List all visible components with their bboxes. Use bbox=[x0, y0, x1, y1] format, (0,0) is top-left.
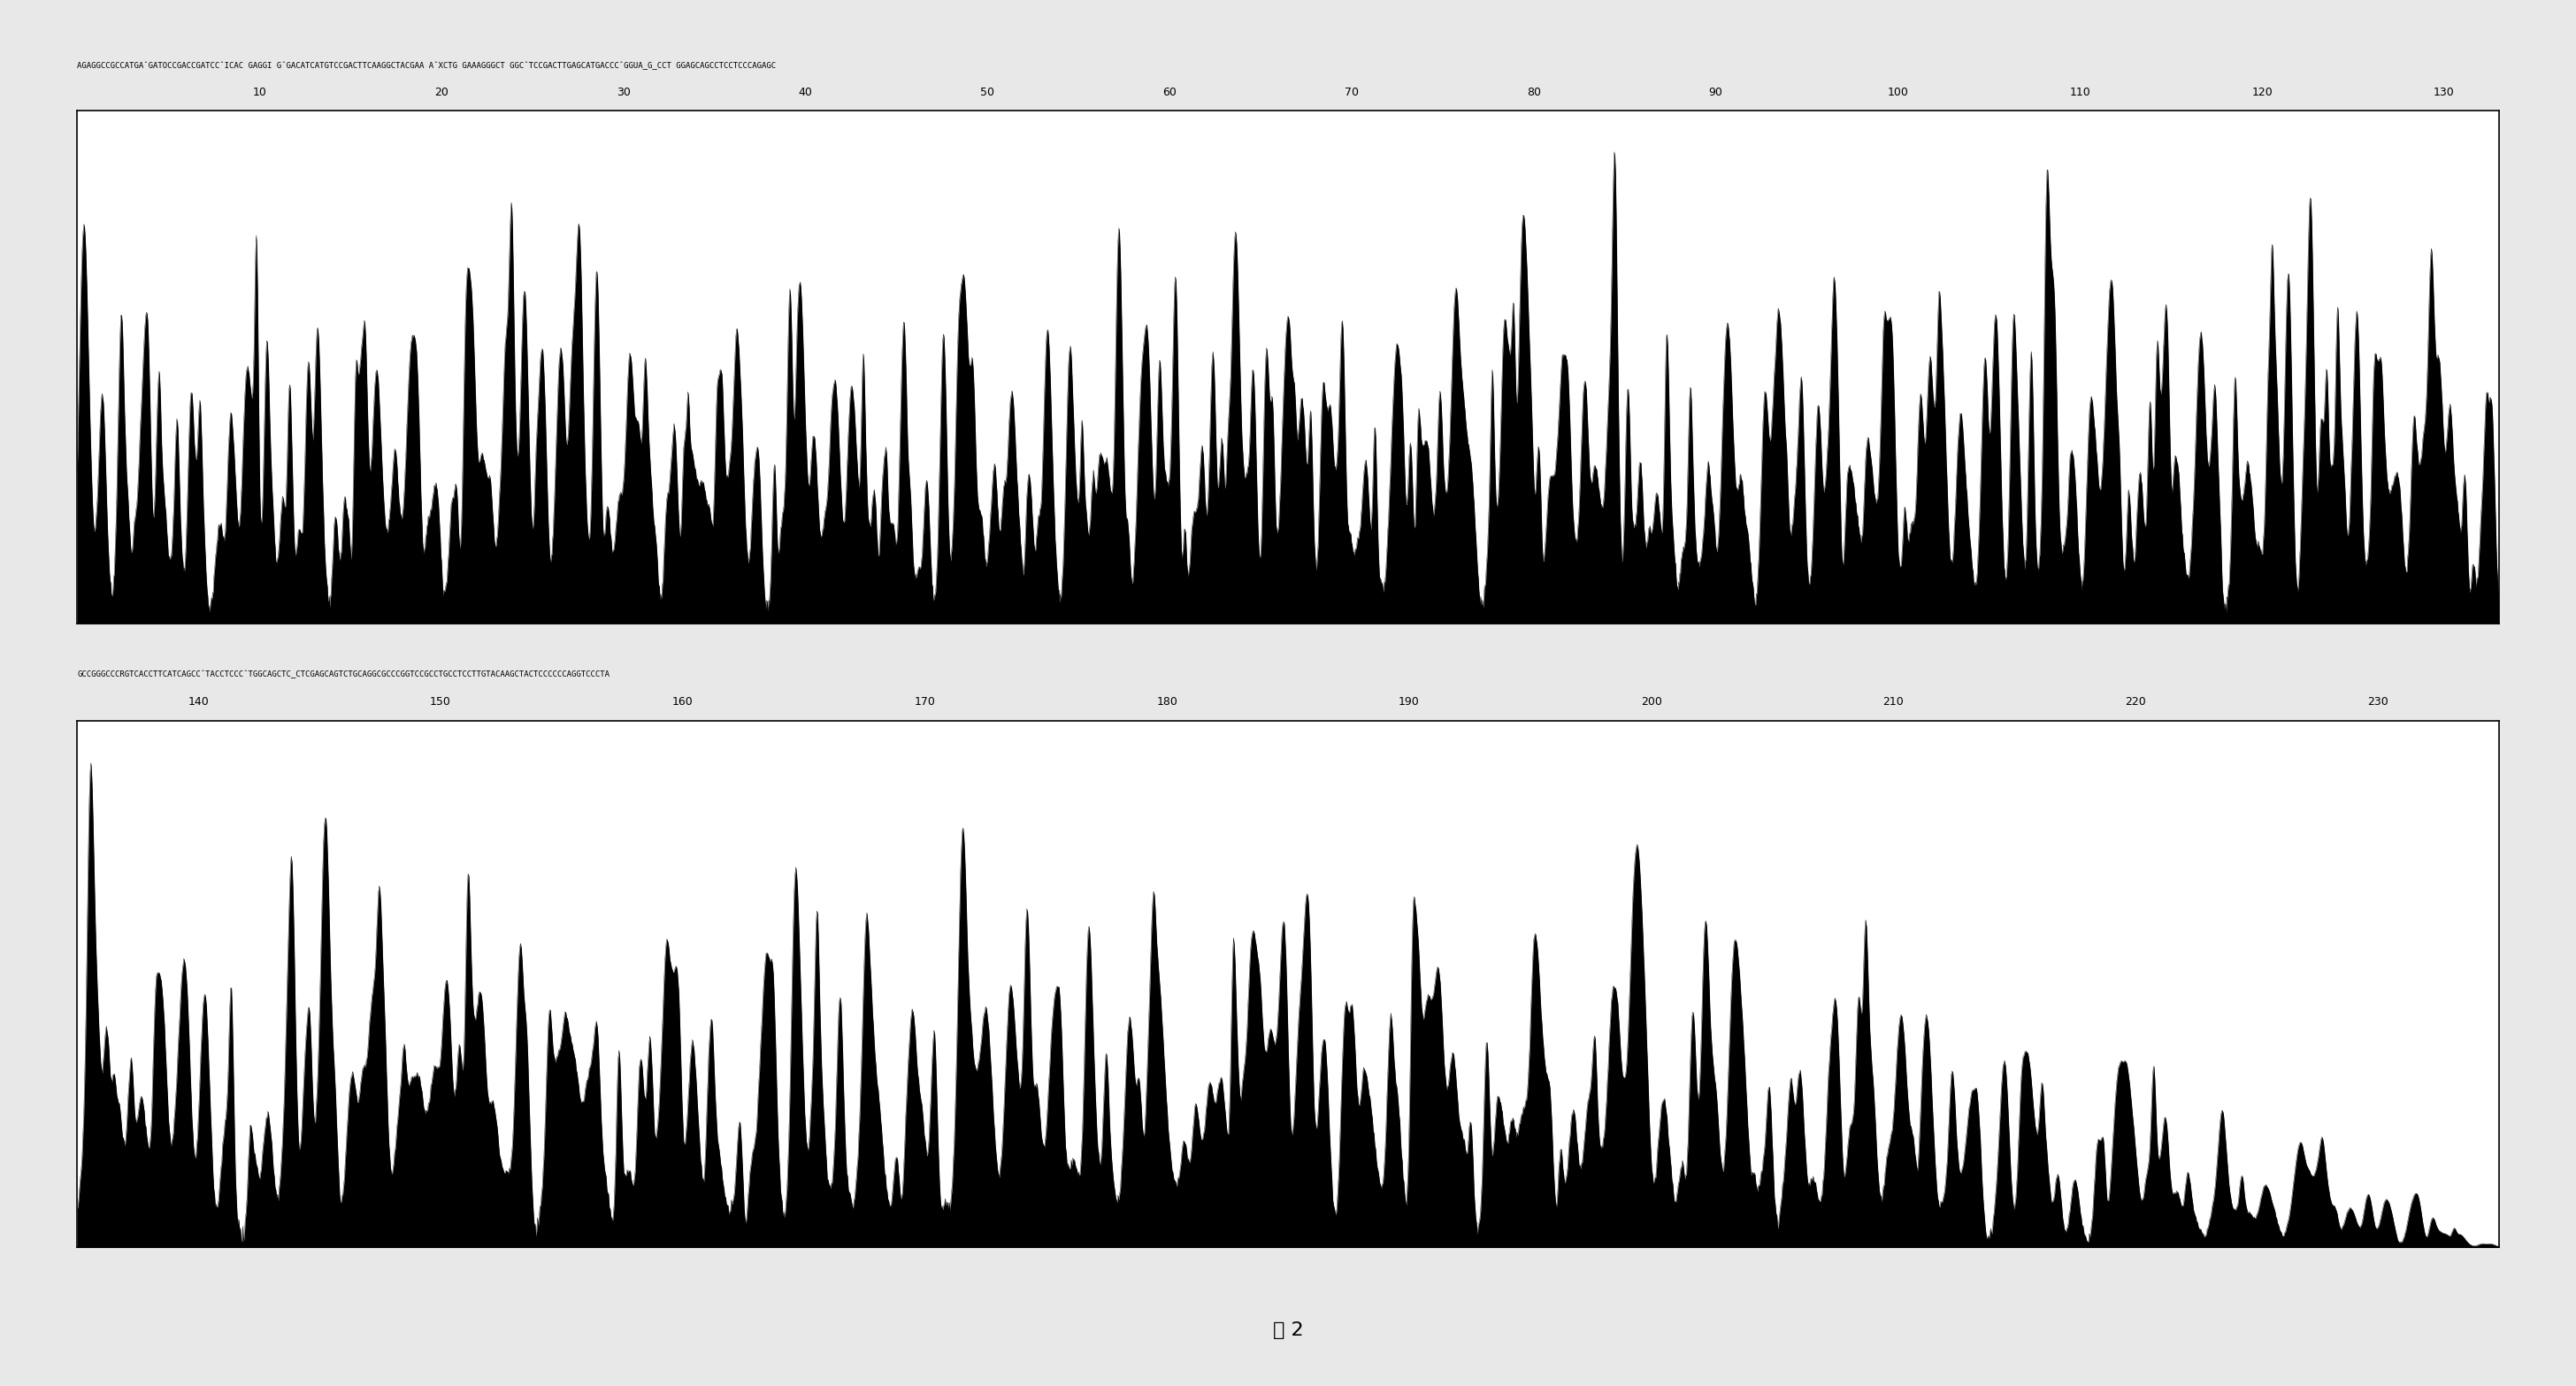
Text: 40: 40 bbox=[799, 86, 811, 98]
Text: 140: 140 bbox=[188, 696, 209, 707]
Text: 80: 80 bbox=[1528, 86, 1540, 98]
Text: 图 2: 图 2 bbox=[1273, 1322, 1303, 1339]
Text: 100: 100 bbox=[1888, 86, 1909, 98]
Text: GCCGGGCCCRGTCACCTTCATCAGCCˆTACCTCCCˆTGGCAGCTC_CTCGAGCAGTCTGCAGGCGCCCGGTCCGCCTGCC: GCCGGGCCCRGTCACCTTCATCAGCCˆTACCTCCCˆTGGC… bbox=[77, 671, 611, 679]
Text: 150: 150 bbox=[430, 696, 451, 707]
Text: AGAGGCCGCCATGAˆGATOCCGACCGATCCˆICAC GAGGI GˆGACATCATGTCCGACTTCAAGGCTACGAA AˆXCTG: AGAGGCCGCCATGAˆGATOCCGACCGATCCˆICAC GAGG… bbox=[77, 61, 775, 69]
Text: 110: 110 bbox=[2069, 86, 2092, 98]
Text: 210: 210 bbox=[1883, 696, 1904, 707]
Text: 190: 190 bbox=[1399, 696, 1419, 707]
Text: 220: 220 bbox=[2125, 696, 2146, 707]
Text: 160: 160 bbox=[672, 696, 693, 707]
Text: 130: 130 bbox=[2434, 86, 2455, 98]
Text: 170: 170 bbox=[914, 696, 935, 707]
Text: 90: 90 bbox=[1708, 86, 1723, 98]
Text: 60: 60 bbox=[1162, 86, 1177, 98]
Text: 30: 30 bbox=[616, 86, 631, 98]
Text: 230: 230 bbox=[2367, 696, 2388, 707]
Text: 70: 70 bbox=[1345, 86, 1358, 98]
Text: 120: 120 bbox=[2251, 86, 2272, 98]
Text: 50: 50 bbox=[981, 86, 994, 98]
Text: 10: 10 bbox=[252, 86, 265, 98]
Text: 180: 180 bbox=[1157, 696, 1177, 707]
Text: 200: 200 bbox=[1641, 696, 1662, 707]
Text: 20: 20 bbox=[435, 86, 448, 98]
